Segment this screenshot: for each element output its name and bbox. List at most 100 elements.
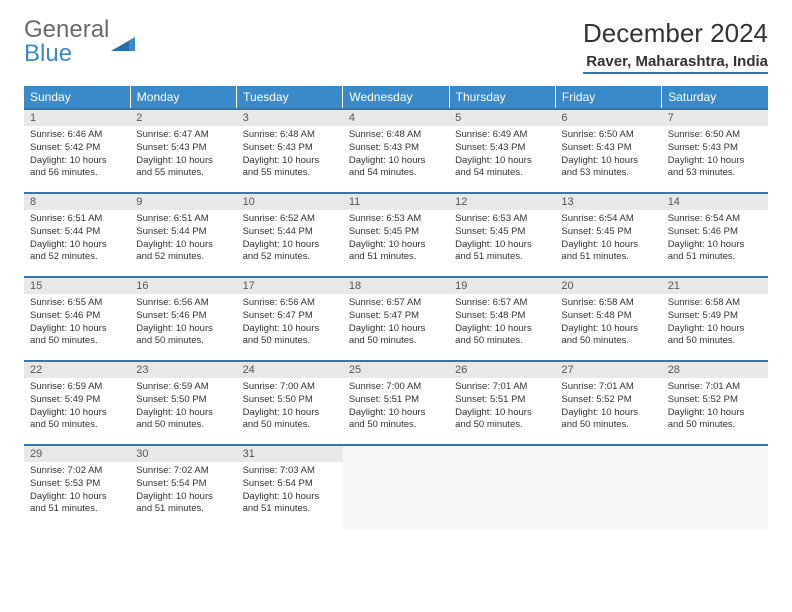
day-data: Sunrise: 6:50 AMSunset: 5:43 PMDaylight:… [555,126,661,184]
day-number: 16 [130,278,236,294]
weekday-header: Monday [130,86,236,109]
day-number: 27 [555,362,661,378]
day-number: 23 [130,362,236,378]
calendar-table: SundayMondayTuesdayWednesdayThursdayFrid… [24,86,768,529]
calendar-cell: 7Sunrise: 6:50 AMSunset: 5:43 PMDaylight… [662,109,768,193]
day-number: 15 [24,278,130,294]
calendar-cell: 2Sunrise: 6:47 AMSunset: 5:43 PMDaylight… [130,109,236,193]
calendar-cell: 13Sunrise: 6:54 AMSunset: 5:45 PMDayligh… [555,193,661,277]
day-number: 7 [662,110,768,126]
day-data: Sunrise: 7:01 AMSunset: 5:51 PMDaylight:… [449,378,555,436]
calendar-row: 22Sunrise: 6:59 AMSunset: 5:49 PMDayligh… [24,361,768,445]
day-number: 12 [449,194,555,210]
weekday-header: Wednesday [343,86,449,109]
calendar-cell: 21Sunrise: 6:58 AMSunset: 5:49 PMDayligh… [662,277,768,361]
calendar-cell: 14Sunrise: 6:54 AMSunset: 5:46 PMDayligh… [662,193,768,277]
calendar-cell: 15Sunrise: 6:55 AMSunset: 5:46 PMDayligh… [24,277,130,361]
calendar-row: 1Sunrise: 6:46 AMSunset: 5:42 PMDaylight… [24,109,768,193]
calendar-cell: 6Sunrise: 6:50 AMSunset: 5:43 PMDaylight… [555,109,661,193]
calendar-cell: .. [343,445,449,529]
weekday-header-row: SundayMondayTuesdayWednesdayThursdayFrid… [24,86,768,109]
day-data: Sunrise: 6:54 AMSunset: 5:45 PMDaylight:… [555,210,661,268]
logo-text-blue: Blue [24,40,72,67]
month-title: December 2024 [583,18,768,49]
day-number: 22 [24,362,130,378]
day-number: 10 [237,194,343,210]
day-number: 31 [237,446,343,462]
day-number: 18 [343,278,449,294]
logo: General Blue [24,18,135,66]
weekday-header: Saturday [662,86,768,109]
day-data: Sunrise: 6:59 AMSunset: 5:50 PMDaylight:… [130,378,236,436]
day-data: Sunrise: 7:02 AMSunset: 5:54 PMDaylight:… [130,462,236,520]
day-data: Sunrise: 6:57 AMSunset: 5:47 PMDaylight:… [343,294,449,352]
day-data: Sunrise: 7:02 AMSunset: 5:53 PMDaylight:… [24,462,130,520]
day-number: 17 [237,278,343,294]
day-data: Sunrise: 6:54 AMSunset: 5:46 PMDaylight:… [662,210,768,268]
day-number: 8 [24,194,130,210]
day-data: Sunrise: 6:58 AMSunset: 5:49 PMDaylight:… [662,294,768,352]
calendar-cell: 12Sunrise: 6:53 AMSunset: 5:45 PMDayligh… [449,193,555,277]
calendar-cell: 11Sunrise: 6:53 AMSunset: 5:45 PMDayligh… [343,193,449,277]
calendar-cell: 26Sunrise: 7:01 AMSunset: 5:51 PMDayligh… [449,361,555,445]
logo-text-general: General [24,16,109,43]
calendar-cell: 22Sunrise: 6:59 AMSunset: 5:49 PMDayligh… [24,361,130,445]
day-number: 25 [343,362,449,378]
calendar-cell: 25Sunrise: 7:00 AMSunset: 5:51 PMDayligh… [343,361,449,445]
day-number: 3 [237,110,343,126]
day-number: 6 [555,110,661,126]
calendar-cell: 27Sunrise: 7:01 AMSunset: 5:52 PMDayligh… [555,361,661,445]
day-data: Sunrise: 6:55 AMSunset: 5:46 PMDaylight:… [24,294,130,352]
day-data: Sunrise: 6:47 AMSunset: 5:43 PMDaylight:… [130,126,236,184]
logalblue-triangle-icon [111,33,135,51]
day-number: 5 [449,110,555,126]
day-number: 9 [130,194,236,210]
day-data: Sunrise: 6:50 AMSunset: 5:43 PMDaylight:… [662,126,768,184]
calendar-body: 1Sunrise: 6:46 AMSunset: 5:42 PMDaylight… [24,109,768,529]
calendar-cell: 20Sunrise: 6:58 AMSunset: 5:48 PMDayligh… [555,277,661,361]
calendar-cell: 29Sunrise: 7:02 AMSunset: 5:53 PMDayligh… [24,445,130,529]
day-data: Sunrise: 7:03 AMSunset: 5:54 PMDaylight:… [237,462,343,520]
calendar-cell: 17Sunrise: 6:56 AMSunset: 5:47 PMDayligh… [237,277,343,361]
calendar-cell: 19Sunrise: 6:57 AMSunset: 5:48 PMDayligh… [449,277,555,361]
calendar-cell: 8Sunrise: 6:51 AMSunset: 5:44 PMDaylight… [24,193,130,277]
day-number: 24 [237,362,343,378]
calendar-cell: 4Sunrise: 6:48 AMSunset: 5:43 PMDaylight… [343,109,449,193]
day-number: 1 [24,110,130,126]
day-data: Sunrise: 6:53 AMSunset: 5:45 PMDaylight:… [449,210,555,268]
calendar-cell: 31Sunrise: 7:03 AMSunset: 5:54 PMDayligh… [237,445,343,529]
day-data: Sunrise: 6:56 AMSunset: 5:46 PMDaylight:… [130,294,236,352]
day-number: 20 [555,278,661,294]
day-data: Sunrise: 6:52 AMSunset: 5:44 PMDaylight:… [237,210,343,268]
day-data: Sunrise: 6:48 AMSunset: 5:43 PMDaylight:… [237,126,343,184]
calendar-row: 29Sunrise: 7:02 AMSunset: 5:53 PMDayligh… [24,445,768,529]
day-data: Sunrise: 6:58 AMSunset: 5:48 PMDaylight:… [555,294,661,352]
calendar-row: 8Sunrise: 6:51 AMSunset: 5:44 PMDaylight… [24,193,768,277]
day-data: Sunrise: 7:01 AMSunset: 5:52 PMDaylight:… [662,378,768,436]
day-number: 13 [555,194,661,210]
calendar-cell: .. [662,445,768,529]
calendar-cell: 9Sunrise: 6:51 AMSunset: 5:44 PMDaylight… [130,193,236,277]
day-data: Sunrise: 6:48 AMSunset: 5:43 PMDaylight:… [343,126,449,184]
day-number: 21 [662,278,768,294]
weekday-header: Tuesday [237,86,343,109]
calendar-row: 15Sunrise: 6:55 AMSunset: 5:46 PMDayligh… [24,277,768,361]
calendar-cell: 30Sunrise: 7:02 AMSunset: 5:54 PMDayligh… [130,445,236,529]
calendar-cell: 16Sunrise: 6:56 AMSunset: 5:46 PMDayligh… [130,277,236,361]
day-number: 11 [343,194,449,210]
day-number: 28 [662,362,768,378]
day-number: 30 [130,446,236,462]
location: Raver, Maharashtra, India [583,53,768,74]
weekday-header: Thursday [449,86,555,109]
title-block: December 2024 Raver, Maharashtra, India [583,18,768,74]
day-number: 29 [24,446,130,462]
day-number: 26 [449,362,555,378]
calendar-cell: 1Sunrise: 6:46 AMSunset: 5:42 PMDaylight… [24,109,130,193]
day-data: Sunrise: 6:51 AMSunset: 5:44 PMDaylight:… [130,210,236,268]
day-data: Sunrise: 7:01 AMSunset: 5:52 PMDaylight:… [555,378,661,436]
day-number: 4 [343,110,449,126]
weekday-header: Friday [555,86,661,109]
day-data: Sunrise: 6:57 AMSunset: 5:48 PMDaylight:… [449,294,555,352]
day-data: Sunrise: 7:00 AMSunset: 5:50 PMDaylight:… [237,378,343,436]
weekday-header: Sunday [24,86,130,109]
